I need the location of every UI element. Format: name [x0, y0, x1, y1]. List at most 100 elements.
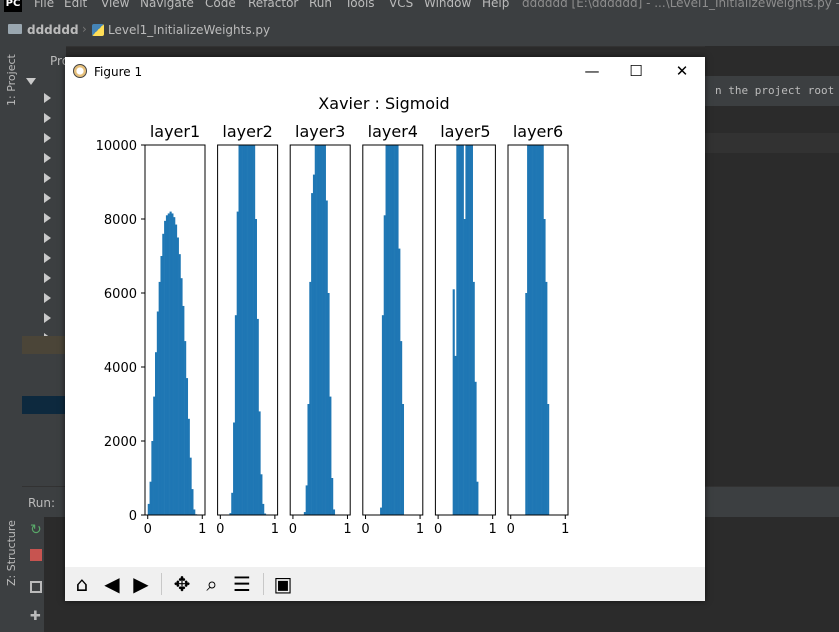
configure-icon[interactable]: ☰ [233, 572, 251, 596]
tree-expand-arrow-icon[interactable] [44, 293, 51, 303]
project-panel: Pro [22, 46, 70, 486]
maximize-button[interactable]: ☐ [629, 62, 643, 80]
histogram-bar [454, 355, 457, 515]
figure-toolbar: ⌂ ◀ ▶ ✥ ⌕ ☰ ▣ [65, 567, 705, 601]
histogram-bar [187, 418, 190, 515]
histogram-bar [461, 145, 464, 515]
tree-expand-arrow-icon[interactable] [44, 233, 51, 243]
histogram-bar [165, 215, 169, 516]
figure-title: Figure 1 [94, 65, 143, 79]
menu-run[interactable]: Run [309, 0, 333, 10]
current-line-highlight [705, 133, 839, 153]
x-tick-label: 1 [416, 522, 424, 537]
histogram-bar [463, 219, 466, 515]
tree-expand-arrow-icon[interactable] [44, 193, 51, 203]
tree-collapse-arrow-icon[interactable] [26, 78, 36, 85]
histogram-bar [547, 404, 550, 515]
matplotlib-icon [73, 64, 87, 78]
save-icon[interactable]: ▣ [273, 572, 293, 596]
menu-code[interactable]: Code [205, 0, 236, 10]
histogram-bar [329, 396, 332, 515]
tree-highlighted-row[interactable] [22, 336, 66, 354]
forward-icon[interactable]: ▶ [133, 572, 149, 596]
menu-file[interactable]: File [34, 0, 55, 10]
subplot-title: layer1 [150, 122, 200, 141]
menu-window[interactable]: Window [424, 0, 472, 10]
histogram-bar [233, 422, 236, 515]
project-panel-header: Pro [50, 54, 70, 68]
zoom-icon[interactable]: ⌕ [206, 572, 218, 596]
tree-expand-arrow-icon[interactable] [44, 93, 51, 103]
histogram-bar [245, 145, 248, 515]
tree-expand-arrow-icon[interactable] [44, 133, 51, 143]
histogram-bar [527, 145, 530, 515]
x-tick-label: 1 [198, 522, 206, 537]
pan-icon[interactable]: ✥ [173, 572, 191, 596]
x-tick-label: 0 [144, 522, 152, 537]
histogram-bar [189, 457, 192, 515]
histogram-bar [191, 489, 194, 515]
tree-expand-arrow-icon[interactable] [44, 153, 51, 163]
subplot-title: layer5 [440, 122, 490, 141]
run-label: Run: [28, 496, 56, 510]
project-tool-tab[interactable]: 1: Project [5, 54, 18, 106]
rerun-icon[interactable]: ↻ [30, 522, 42, 538]
histogram-bar [332, 509, 336, 515]
histogram-bar [536, 145, 539, 515]
figure-titlebar[interactable]: Figure 1 — ☐ ✕ [65, 57, 705, 87]
tree-selected-row[interactable] [22, 396, 66, 414]
breadcrumb-project[interactable]: dddddd [27, 23, 79, 37]
menu-edit[interactable]: Edit [64, 0, 88, 10]
tree-expand-arrow-icon[interactable] [44, 113, 51, 123]
stop-icon[interactable] [30, 549, 42, 561]
home-icon[interactable]: ⌂ [75, 572, 89, 596]
menu-view[interactable]: View [101, 0, 130, 10]
histogram-bar [185, 378, 189, 515]
close-button[interactable]: ✕ [675, 62, 689, 80]
tree-expand-arrow-icon[interactable] [44, 273, 51, 283]
histogram-bar [525, 293, 528, 515]
histogram-bar [160, 256, 163, 515]
tree-expand-arrow-icon[interactable] [44, 253, 51, 263]
toolbar-separator [161, 573, 162, 595]
histogram-bar [543, 219, 546, 515]
breadcrumb-file[interactable]: Level1_InitializeWeights.py [108, 23, 271, 37]
histogram-bar [149, 481, 152, 515]
histogram-bar [258, 411, 261, 515]
histogram-bar [303, 512, 306, 515]
breadcrumb-separator: › [82, 22, 87, 36]
histogram-bar [307, 404, 310, 515]
histogram-bar [171, 213, 174, 515]
histogram-bar [401, 404, 405, 515]
histogram-bar [314, 145, 317, 515]
menu-refactor[interactable]: Refactor [248, 0, 299, 10]
histogram-bar [327, 293, 330, 515]
histogram-bar [180, 278, 183, 515]
tree-expand-arrow-icon[interactable] [44, 173, 51, 183]
tree-expand-arrow-icon[interactable] [44, 313, 51, 323]
menu-vcs[interactable]: VCS [389, 0, 414, 10]
histogram-bar [242, 145, 245, 515]
histogram-bar [532, 145, 535, 515]
histogram-bar [262, 503, 265, 515]
histogram-bar [182, 305, 185, 515]
histogram-bar [467, 145, 470, 515]
minimize-button[interactable]: — [584, 62, 600, 80]
layout-icon[interactable] [30, 581, 42, 593]
pin-icon[interactable]: ✚ [30, 609, 41, 624]
menu-tools[interactable]: Tools [345, 0, 375, 10]
histogram-bar [247, 145, 250, 515]
histogram-bar [184, 341, 187, 515]
histogram-bar [234, 315, 237, 515]
back-icon[interactable]: ◀ [104, 572, 120, 596]
structure-tool-tab[interactable]: Z: Structure [5, 520, 18, 586]
histogram-bar [316, 145, 319, 515]
pycharm-logo-icon: PC [4, 0, 22, 12]
tree-expand-arrow-icon[interactable] [44, 213, 51, 223]
histogram-bar [456, 145, 459, 515]
histogram-bar [322, 145, 325, 515]
histogram-bar [175, 224, 178, 516]
menu-navigate[interactable]: Navigate [140, 0, 194, 10]
menu-help[interactable]: Help [482, 0, 510, 10]
